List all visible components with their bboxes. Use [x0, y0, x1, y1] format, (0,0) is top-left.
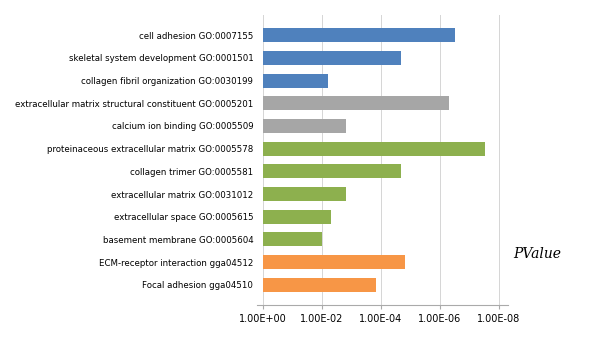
Bar [263, 142, 485, 156]
Bar [263, 51, 401, 65]
Bar [263, 210, 331, 224]
Bar [263, 187, 346, 201]
Bar [263, 119, 346, 133]
Bar [263, 74, 328, 87]
Bar [263, 28, 455, 42]
Bar [263, 255, 405, 269]
Bar [263, 164, 401, 178]
Bar [263, 278, 376, 292]
Bar [263, 96, 449, 110]
Text: PValue: PValue [513, 247, 561, 261]
Bar [263, 232, 322, 246]
